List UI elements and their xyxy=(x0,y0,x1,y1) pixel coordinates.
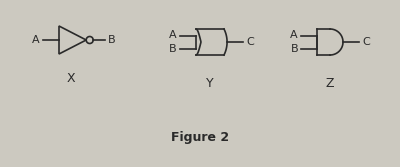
Text: B: B xyxy=(290,43,298,53)
Text: Y: Y xyxy=(206,77,214,90)
Text: B: B xyxy=(108,35,116,45)
Text: A: A xyxy=(290,31,298,41)
Text: A: A xyxy=(32,35,40,45)
Text: X: X xyxy=(67,72,75,85)
Text: Figure 2: Figure 2 xyxy=(171,131,229,144)
Text: Z: Z xyxy=(326,77,334,90)
Text: C: C xyxy=(362,37,370,47)
Text: A: A xyxy=(169,31,177,41)
Text: B: B xyxy=(169,43,177,53)
Text: C: C xyxy=(246,37,254,47)
